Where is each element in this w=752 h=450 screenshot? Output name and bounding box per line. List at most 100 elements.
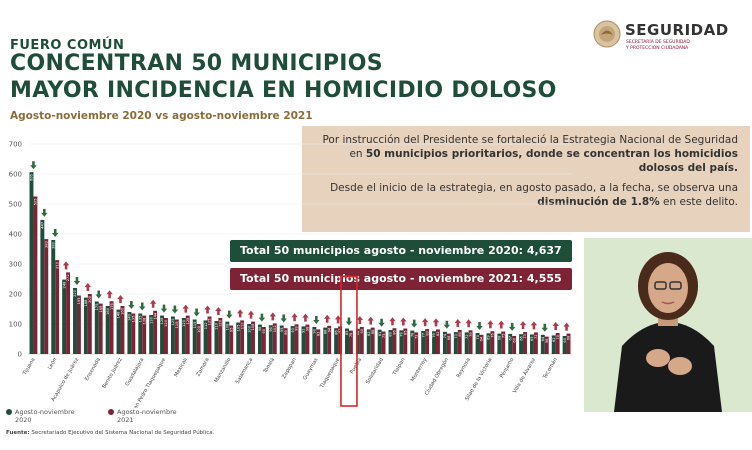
data-label-2021: 120 (219, 319, 223, 327)
bar-2021 (305, 324, 310, 354)
data-label-2021: 72 (414, 334, 418, 339)
data-label-2020: 79 (400, 332, 404, 337)
bar-2020 (562, 336, 567, 354)
data-label-2021: 144 (153, 312, 157, 320)
down-arrow-icon (443, 320, 451, 329)
bar-2020 (519, 334, 524, 354)
data-label-2021: 78 (349, 332, 353, 337)
x-tick-label: Tijuana (22, 357, 37, 377)
bar-2021 (251, 321, 255, 354)
bar-2020 (225, 321, 230, 354)
data-label-2020: 62 (552, 337, 556, 342)
data-label-2020: 135 (138, 316, 142, 323)
legend-item-2021: Agosto-noviembre 2021 (108, 408, 177, 424)
data-label-2021: 160 (121, 307, 125, 315)
data-label-2020: 140 (128, 313, 132, 321)
data-label-2020: 447 (41, 222, 45, 229)
down-arrow-icon (476, 322, 483, 330)
bar-2020 (258, 324, 262, 354)
down-arrow-icon (193, 308, 200, 317)
x-tick-label: Guadalajara (125, 357, 146, 387)
data-label-2021: 86 (393, 329, 397, 334)
down-arrow-icon (541, 323, 548, 332)
total-2021-badge: Total 50 municipios agosto - noviembre 2… (230, 268, 572, 290)
info-paragraph-1: Por instrucción del Presidente se fortal… (322, 134, 738, 174)
up-arrow-icon (204, 305, 211, 314)
up-arrow-icon (356, 316, 364, 324)
data-label-2020: 105 (236, 325, 240, 332)
data-label-2021: 60 (512, 337, 516, 342)
data-label-2021: 85 (404, 331, 408, 336)
up-arrow-icon (324, 314, 331, 323)
bar-2020 (486, 333, 491, 354)
data-label-2021: 112 (240, 322, 244, 329)
bar-2021 (109, 301, 114, 354)
data-label-2021: 200 (88, 295, 92, 303)
down-arrow-icon (378, 318, 385, 327)
bar-2021 (327, 325, 332, 354)
bar-2020 (497, 333, 502, 354)
up-arrow-icon (519, 321, 527, 330)
bar-2020 (530, 334, 534, 354)
bar-2020 (312, 327, 317, 354)
page-title: CONCENTRAN 50 MUNICIPIOS MAYOR INCIDENCI… (10, 50, 557, 104)
x-tick-label: Monterrey (410, 357, 428, 383)
up-arrow-icon (432, 318, 440, 327)
up-arrow-icon (291, 313, 298, 322)
up-arrow-icon (530, 321, 538, 330)
legend-swatch-2020 (6, 409, 12, 415)
up-arrow-icon (389, 317, 396, 326)
bar-2021 (490, 331, 495, 354)
data-label-2021: 68 (567, 335, 571, 340)
x-tick-label: Reynosa (456, 357, 472, 379)
data-label-2021: 94 (327, 327, 331, 332)
bar-2020 (192, 319, 197, 354)
down-arrow-icon (95, 290, 102, 299)
data-label-2020: 98 (258, 326, 262, 331)
x-tick-label: León (46, 357, 58, 371)
bar-2020 (236, 322, 241, 354)
bar-2021 (98, 303, 103, 354)
data-label-2020: 93 (291, 328, 295, 333)
x-tick-label: Manzanillo (213, 357, 232, 384)
bar-2020 (432, 331, 436, 354)
bar-2020 (421, 330, 426, 354)
data-label-2020: 80 (389, 331, 393, 336)
data-label-2021: 99 (295, 326, 299, 331)
data-label-2020: 112 (204, 322, 208, 329)
y-tick-label: 500 (9, 201, 22, 209)
y-tick-label: 600 (9, 171, 22, 179)
bar-2021 (414, 332, 419, 354)
bar-2021 (338, 326, 342, 354)
data-label-2021: 115 (175, 322, 179, 329)
x-tick-label: Villa de Álvarez (511, 356, 537, 394)
bar-2021 (131, 313, 136, 354)
data-label-2021: 168 (99, 305, 103, 313)
bar-2021 (501, 331, 506, 354)
data-label-2020: 248 (62, 281, 66, 289)
down-arrow-icon (280, 314, 287, 323)
bar-2020 (279, 325, 284, 354)
data-label-2020: 120 (182, 319, 186, 327)
x-tick-label: Tecomán (541, 357, 559, 381)
data-label-2021: 108 (251, 323, 255, 331)
up-arrow-icon (182, 304, 189, 313)
logo-name: SEGURIDAD (625, 21, 729, 39)
data-label-2020: 108 (226, 323, 230, 331)
bar-2021 (566, 333, 571, 354)
data-label-2020: 128 (160, 317, 164, 325)
data-label-2021: 86 (284, 329, 288, 334)
data-label-2021: 383 (44, 241, 48, 248)
data-label-2020: 125 (171, 319, 175, 326)
legend-item-2020: Agosto-noviembre 2020 (6, 408, 75, 424)
bar-2021 (229, 325, 234, 354)
homicide-bar-chart: 0 100 200 300 400 500 600 700 606 525 Tijuana 447 38… (9, 141, 572, 408)
data-label-2021: 90 (360, 328, 364, 333)
data-label-2020: 78 (410, 332, 414, 337)
bar-2020 (105, 306, 110, 354)
title-line-2: MAYOR INCIDENCIA EN HOMICIDIO DOLOSO (10, 78, 557, 103)
data-label-2021: 64 (480, 336, 484, 341)
up-arrow-icon (400, 317, 407, 326)
data-label-2020: 66 (519, 335, 523, 340)
data-label-2021: 80 (458, 331, 462, 336)
